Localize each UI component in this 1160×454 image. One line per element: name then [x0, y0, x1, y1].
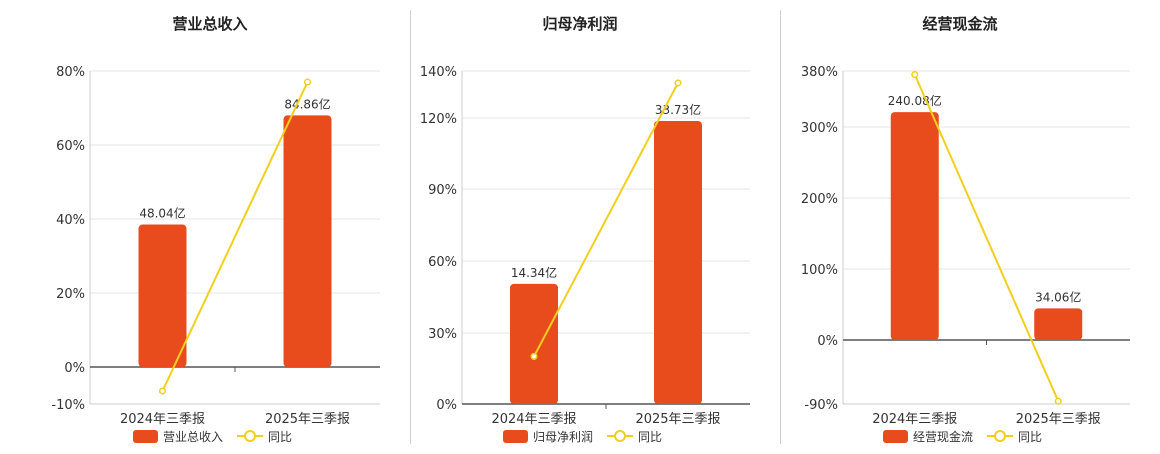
legend-bar-swatch: [133, 430, 158, 443]
y-tick-label: 40%: [56, 213, 85, 228]
legend-line-label: 同比: [638, 430, 662, 444]
y-tick-label: 100%: [801, 263, 838, 278]
yoy-point: [303, 78, 312, 86]
legend-line-marker: [244, 430, 256, 442]
yoy-line: [161, 81, 309, 392]
y-tick-label: 200%: [801, 192, 838, 207]
legend-line-marker: [614, 430, 626, 442]
bar: [890, 112, 939, 340]
y-tick-label: 380%: [801, 65, 838, 80]
chart-title: 营业总收入: [172, 15, 247, 33]
yoy-point: [911, 70, 919, 79]
x-tick-label: 2024年三季报: [872, 412, 957, 427]
legend-line-label: 同比: [268, 430, 292, 444]
y-tick-label: 20%: [56, 287, 85, 302]
y-tick-label: 60%: [428, 255, 457, 270]
y-tick-label: -90%: [804, 398, 838, 413]
bar: [654, 120, 702, 404]
yoy-line: [913, 74, 1060, 402]
x-tick-label: 2024年三季报: [120, 412, 205, 427]
bar: [1034, 308, 1083, 340]
y-tick-label: -10%: [51, 398, 85, 413]
chart-panel-2: 归母净利润 140% 120% 90% 60% 30% 0% 2024年三季报 2025年三季报…: [420, 15, 750, 444]
panel-divider: [780, 10, 781, 444]
bar: [138, 224, 187, 367]
bar: [510, 283, 558, 404]
chart-title: 经营现金流: [922, 15, 997, 33]
x-tick-label: 2025年三季报: [1016, 412, 1101, 427]
y-tick-label: 30%: [428, 327, 457, 342]
y-tick-label: 300%: [801, 121, 838, 136]
y-tick-label: 120%: [420, 112, 457, 127]
yoy-line: [533, 82, 679, 357]
y-tick-label: 0%: [817, 334, 838, 349]
y-tick-label: 80%: [56, 65, 85, 80]
bar: [283, 115, 332, 368]
legend-bar-label: 经营现金流: [913, 429, 973, 444]
legend-bar-label: 营业总收入: [163, 430, 223, 444]
bar-data-label: 34.06亿: [1035, 289, 1081, 304]
x-tick-label: 2025年三季报: [635, 412, 720, 427]
y-tick-label: 60%: [56, 139, 85, 154]
y-tick-label: 0%: [64, 361, 85, 376]
legend-line-label: 同比: [1018, 430, 1042, 444]
yoy-point: [1054, 397, 1062, 405]
legend-bar-swatch: [503, 430, 528, 443]
x-tick-label: 2025年三季报: [265, 412, 350, 427]
bar-data-label: 14.34亿: [511, 265, 557, 280]
y-tick-label: 90%: [428, 183, 457, 198]
panel-divider: [410, 10, 411, 444]
chart-panel-1: 营业总收入 80% 60% 40% 20% 0% -10% 2024年三季报 2025年三季报 4…: [51, 15, 380, 444]
x-tick-label: 2024年三季报: [491, 412, 576, 427]
yoy-point: [674, 79, 682, 87]
chart-title: 归母净利润: [542, 15, 617, 33]
y-tick-label: 0%: [436, 398, 457, 413]
bar-data-label: 84.86亿: [284, 96, 330, 111]
yoy-point: [158, 387, 167, 395]
legend-bar-swatch: [883, 430, 908, 443]
yoy-point: [530, 352, 538, 360]
legend-line-marker: [994, 430, 1006, 442]
bar-data-label: 48.04亿: [139, 206, 185, 221]
bar-data-label: 240.08亿: [888, 93, 942, 108]
chart-panel-3: 经营现金流 380% 300% 200% 100% 0% -90% 2024年三季报 2025年…: [801, 15, 1130, 444]
y-tick-label: 140%: [420, 65, 457, 80]
legend-bar-label: 归母净利润: [533, 430, 593, 444]
